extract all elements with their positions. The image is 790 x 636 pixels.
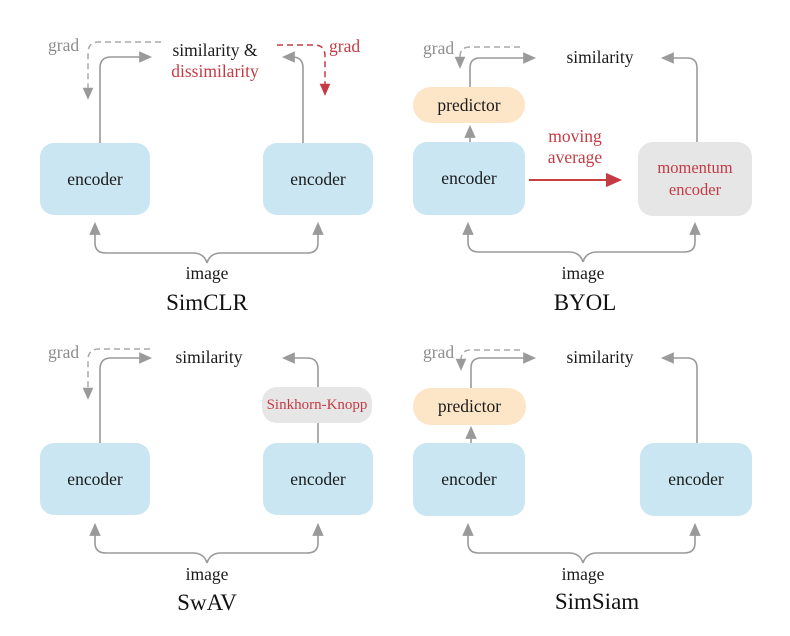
image-label: image xyxy=(561,263,605,283)
image-branch-right xyxy=(206,522,324,564)
similarity-text: similarity & xyxy=(172,40,258,60)
encoder-box-right: encoder xyxy=(263,143,373,215)
forward-arrow-right xyxy=(660,352,698,443)
image-branch-right xyxy=(582,221,701,263)
grad-label: grad xyxy=(423,38,455,58)
image-label: image xyxy=(561,564,605,584)
encoder-box-right: encoder xyxy=(640,443,752,516)
image-label: image xyxy=(185,263,229,283)
encoder-box-left: encoder xyxy=(40,443,150,515)
image-branch-left xyxy=(89,522,208,564)
loss-label: similarity & dissimilarity xyxy=(148,40,282,82)
encoder-box-left: encoder xyxy=(413,443,525,516)
panel-simsiam: grad similarity predictor encoder encode… xyxy=(395,318,790,636)
grad-label-right: grad xyxy=(329,36,361,56)
grad-arrow xyxy=(82,348,150,400)
grad-arrow xyxy=(454,46,520,69)
momentum-encoder-box: momentum encoder xyxy=(638,142,752,216)
panel-swav: grad similarity Sinkhorn-Knopp encoder e… xyxy=(0,318,395,636)
predictor-box: predictor xyxy=(413,87,525,123)
forward-arrow-right xyxy=(281,352,319,387)
similarity-label: similarity xyxy=(566,47,634,67)
image-branch-left xyxy=(462,221,584,263)
moving-average-label: moving average xyxy=(547,126,603,167)
encoder-box: encoder xyxy=(413,142,525,215)
encoder-box-left: encoder xyxy=(40,143,150,215)
byol-wires xyxy=(454,46,701,263)
grad-label: grad xyxy=(48,342,80,362)
forward-arrow-right xyxy=(281,51,304,143)
forward-arrow-right xyxy=(660,52,698,142)
grad-label-left: grad xyxy=(48,35,80,55)
grad-arrow xyxy=(455,349,520,371)
panel-simclr: grad similarity & dissimilarity grad enc… xyxy=(0,0,395,318)
forward-arrow-left xyxy=(470,352,537,388)
forward-arrow-left xyxy=(99,51,153,143)
image-branch-left xyxy=(462,522,584,564)
panel-caption-simsiam: SimSiam xyxy=(554,589,640,614)
image-branch-right xyxy=(206,221,324,264)
image-branch-right xyxy=(582,522,701,564)
similarity-label: similarity xyxy=(566,347,634,367)
similarity-label: similarity xyxy=(175,347,243,367)
dissimilarity-text: dissimilarity xyxy=(171,61,259,81)
swav-wires xyxy=(82,348,324,564)
grad-label: grad xyxy=(423,342,455,362)
panel-byol: grad similarity predictor encoder moment… xyxy=(395,0,790,318)
predictor-box: predictor xyxy=(413,388,526,425)
panel-caption-byol: BYOL xyxy=(553,290,617,315)
forward-arrow-left xyxy=(99,352,153,443)
encoder-box-right: encoder xyxy=(263,443,373,515)
sinkhorn-knopp-box: Sinkhorn-Knopp xyxy=(262,387,372,423)
grad-arrow-right xyxy=(277,44,331,96)
simsiam-wires xyxy=(455,349,701,564)
image-branch-left xyxy=(89,221,208,264)
forward-arrow-left xyxy=(469,52,537,87)
simclr-wires xyxy=(82,41,331,264)
image-label: image xyxy=(185,564,229,584)
grad-arrow-left xyxy=(82,41,161,100)
panel-caption-simclr: SimCLR xyxy=(166,290,248,315)
panel-caption-swav: SwAV xyxy=(177,590,237,615)
